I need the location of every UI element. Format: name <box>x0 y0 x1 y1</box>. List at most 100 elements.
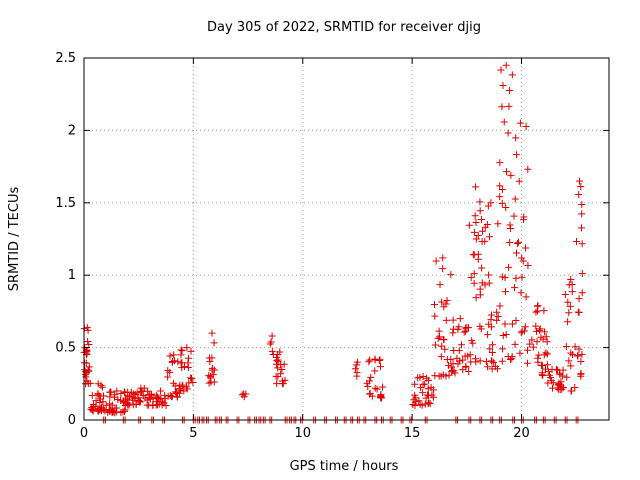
data-point <box>488 357 496 365</box>
data-point <box>521 323 529 331</box>
data-point <box>515 238 523 246</box>
data-point <box>183 385 191 393</box>
data-point <box>541 328 549 336</box>
data-point <box>462 362 470 370</box>
data-point <box>574 352 582 360</box>
data-point <box>152 391 160 399</box>
data-point <box>97 381 105 389</box>
data-point <box>516 349 524 357</box>
data-point <box>485 320 493 328</box>
data-point <box>439 265 447 273</box>
data-point <box>435 372 443 380</box>
data-point <box>472 183 480 191</box>
data-point <box>353 358 361 366</box>
data-point <box>417 384 425 392</box>
data-point <box>94 391 102 399</box>
data-point <box>365 358 373 366</box>
data-point <box>517 289 525 297</box>
data-point <box>416 373 424 381</box>
data-point <box>512 274 520 282</box>
data-point <box>416 400 424 408</box>
y-tick-label: 2.5 <box>55 51 76 66</box>
data-point <box>572 237 580 245</box>
data-point <box>523 359 531 367</box>
data-point <box>487 311 495 319</box>
data-point <box>188 375 196 383</box>
data-point <box>524 261 532 269</box>
data-point <box>526 340 534 348</box>
data-point <box>421 380 429 388</box>
data-point <box>429 393 437 401</box>
data-point <box>578 224 585 232</box>
data-point <box>555 380 563 388</box>
data-point <box>124 401 132 409</box>
data-point <box>436 281 444 289</box>
data-point <box>83 323 91 331</box>
data-point <box>465 368 473 376</box>
data-point <box>496 193 504 201</box>
data-point <box>502 331 510 339</box>
data-point <box>578 201 586 209</box>
data-point <box>435 327 443 335</box>
data-point <box>575 295 583 303</box>
data-point <box>206 358 214 366</box>
data-point <box>508 354 516 362</box>
data-point <box>496 302 504 310</box>
x-tick-label: 20 <box>513 426 530 441</box>
data-point <box>487 199 495 207</box>
x-tick-label: 5 <box>189 426 197 441</box>
data-point <box>463 324 471 332</box>
data-point <box>92 402 100 410</box>
data-point <box>522 123 530 131</box>
data-point <box>106 407 114 415</box>
data-point <box>206 374 214 382</box>
data-point <box>565 309 573 317</box>
data-point <box>484 331 492 339</box>
data-point <box>516 119 524 127</box>
data-point <box>364 382 372 390</box>
data-point <box>208 354 216 362</box>
data-point <box>375 357 383 365</box>
data-point <box>506 239 514 247</box>
data-point <box>476 357 484 365</box>
data-point <box>449 316 457 324</box>
data-point <box>117 390 125 398</box>
data-point <box>528 336 536 344</box>
data-point <box>566 302 574 310</box>
data-point <box>578 289 586 297</box>
data-point <box>534 302 542 310</box>
data-point <box>532 308 540 316</box>
data-point <box>522 293 530 301</box>
data-point <box>379 383 387 391</box>
data-point <box>84 326 92 334</box>
data-point <box>575 308 583 316</box>
data-point <box>533 338 541 346</box>
data-point <box>438 298 446 306</box>
data-point <box>487 316 495 324</box>
data-point <box>164 373 172 381</box>
data-point <box>461 327 469 335</box>
data-point <box>524 165 532 173</box>
data-point <box>471 212 479 220</box>
data-point <box>498 357 506 365</box>
data-point <box>88 404 96 412</box>
data-point <box>443 297 451 305</box>
data-point <box>543 350 551 358</box>
data-point <box>477 216 485 224</box>
data-point <box>409 401 417 409</box>
data-point <box>486 233 494 241</box>
data-point <box>179 381 187 389</box>
data-point <box>532 322 540 330</box>
data-point <box>454 325 462 333</box>
data-point <box>117 409 125 417</box>
data-point <box>474 255 482 263</box>
data-point <box>534 354 542 362</box>
data-point <box>430 300 438 308</box>
data-point <box>440 336 448 344</box>
data-point <box>134 394 142 402</box>
data-point <box>431 372 439 380</box>
data-point <box>568 288 576 296</box>
data-point <box>438 342 446 350</box>
data-point <box>533 327 541 335</box>
data-point <box>419 373 427 381</box>
